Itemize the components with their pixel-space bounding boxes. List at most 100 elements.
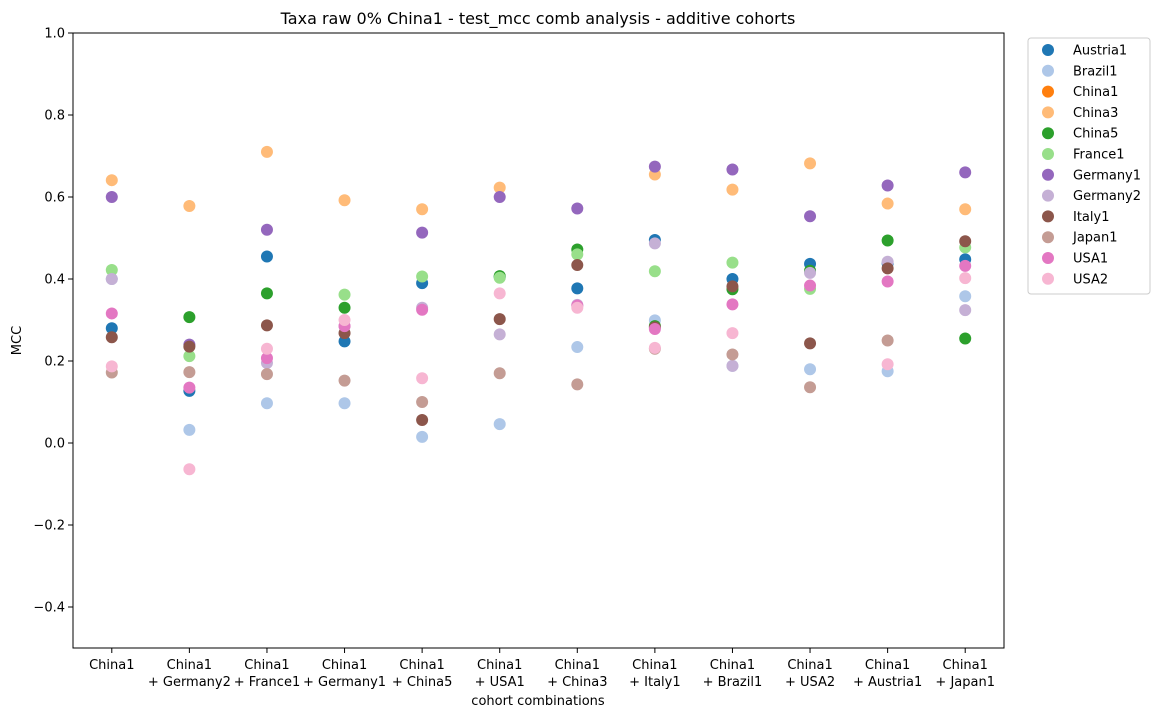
y-tick-label: 0.6 [44,191,65,206]
data-point [571,282,584,295]
data-point [959,272,972,285]
data-point [416,270,429,283]
x-tick-label-line: China1 [632,658,677,673]
x-tick-label-line: + Italy1 [629,675,681,690]
y-tick-label: 0.2 [44,355,65,370]
x-tick-label: China1 + France1 [234,658,301,690]
data-point [959,290,972,303]
y-tick-label: 0.0 [44,437,65,452]
data-point [648,341,661,354]
x-tick-label: China1 + China5 [392,658,452,690]
legend-marker [1042,168,1054,181]
data-point [416,414,429,427]
x-tick-label: China1 + Germany2 [148,658,231,690]
data-point [338,301,351,314]
legend-marker [1042,272,1054,285]
legend-label: Japan1 [1072,231,1118,246]
legend-frame [1027,37,1151,295]
data-point [105,322,118,335]
legend-label: Austria1 [1073,44,1127,59]
x-tick-label: China1 + Austria1 [853,658,922,690]
data-point [260,342,273,355]
data-point [959,235,972,248]
x-tick-label-line: China1 [167,658,212,673]
x-tick-label-line: + Austria1 [853,675,922,690]
legend-marker [1042,210,1054,223]
x-tick-label-line: + Germany2 [148,675,231,690]
data-point [260,145,273,158]
data-point [648,160,661,173]
legend-marker [1042,64,1054,77]
data-point [260,250,273,263]
data-point [726,280,739,293]
data-point [416,203,429,216]
data-point [183,381,196,394]
data-point [881,234,894,247]
data-point [183,423,196,436]
legend-label: Germany1 [1073,168,1141,183]
legend-marker [1042,231,1054,244]
data-point [881,197,894,210]
data-point [338,374,351,387]
x-tick-label-line: + Japan1 [935,675,995,690]
legend-label: China5 [1073,127,1118,142]
series-germany1 [105,160,972,351]
data-point [804,363,817,376]
data-point [726,256,739,269]
legend: Austria1 Brazil1 China1 China3 China5 France1… [1027,37,1151,295]
data-point [493,313,506,326]
data-point [105,191,118,203]
x-tick-label-line: China1 [943,658,988,673]
data-point [493,287,506,300]
x-tick-label-line: China1 [710,658,755,673]
data-point [571,259,584,272]
data-point [881,275,894,288]
x-tick-label: China1 + USA1 [475,658,525,690]
data-point [338,314,351,326]
data-point [416,303,429,316]
data-point [260,397,273,410]
data-point [338,288,351,301]
legend-label: China3 [1073,106,1118,121]
x-tick-label-line: + China5 [392,675,452,690]
data-point [804,157,817,170]
data-point [493,181,506,194]
y-tick-label: 0.4 [44,273,65,288]
y-axis-label: MCC [10,326,25,355]
x-tick-label: China1 + China3 [547,658,607,690]
data-point [493,328,506,341]
legend-marker [1042,148,1054,160]
x-tick-label: China1 [89,658,134,673]
data-point [183,200,196,213]
x-tick-label-line: China1 [322,658,367,673]
legend-label: Brazil1 [1073,64,1118,79]
legend-marker [1042,189,1054,202]
data-point [571,301,584,314]
data-point [183,366,196,379]
data-point [493,191,506,203]
plot-area [72,32,1005,649]
legend-marker [1042,85,1054,98]
data-point [726,359,739,372]
x-tick-label: China1 + USA2 [785,658,835,690]
data-point [105,360,118,373]
x-tick-label-line: China1 [89,658,134,673]
x-tick-label-line: China1 [477,658,522,673]
x-tick-label-line: + Brazil1 [703,675,763,690]
data-point [183,311,196,324]
y-tick-label: 1.0 [44,27,65,42]
data-point [260,223,273,236]
data-point [881,179,894,192]
data-point [260,352,273,365]
data-point [959,332,972,345]
x-tick-label-line: + USA2 [785,675,835,690]
data-point [493,271,506,284]
data-point [881,262,894,275]
data-point [959,259,972,272]
series-usa2 [105,272,972,476]
data-point [416,226,429,239]
legend-label: USA1 [1073,252,1108,267]
data-point [338,335,351,348]
data-point [183,463,196,476]
